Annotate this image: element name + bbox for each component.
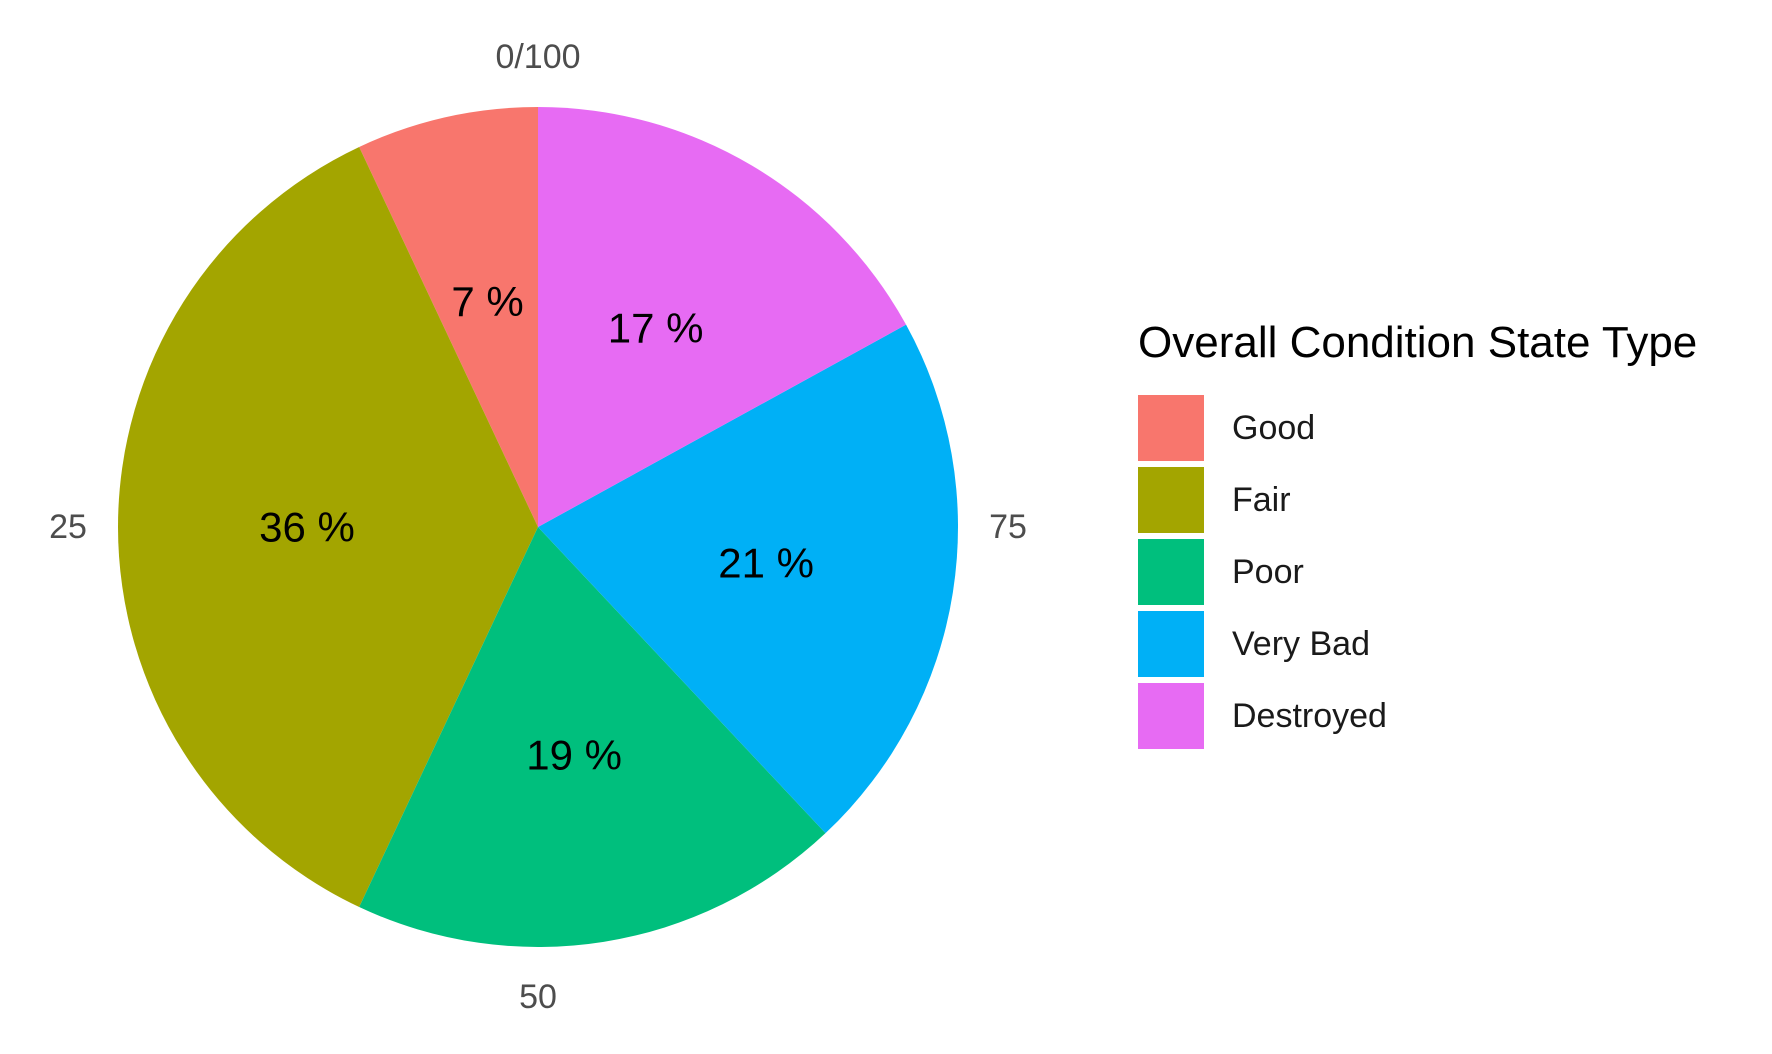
pie-slice-labels: 7 % 36 % 19 % 21 % 17 %	[259, 278, 814, 779]
legend-item-very-bad: Very Bad	[1138, 608, 1697, 680]
theta-tick-75: 75	[989, 508, 1027, 546]
legend: Overall Condition State Type Good Fair Poo…	[1138, 318, 1697, 752]
theta-tick-50: 50	[519, 978, 557, 1016]
pie-slice-poor	[359, 527, 826, 947]
pie-slices	[117, 107, 959, 947]
legend-item-poor: Poor	[1138, 536, 1697, 608]
slice-label-good: 7 %	[451, 278, 523, 325]
legend-label-very-bad: Very Bad	[1232, 624, 1370, 663]
legend-item-good: Good	[1138, 392, 1697, 464]
pie-slice-destroyed	[538, 107, 907, 527]
slice-label-destroyed: 17 %	[608, 305, 704, 352]
legend-label-fair: Fair	[1232, 480, 1291, 519]
legend-label-poor: Poor	[1232, 552, 1304, 591]
pie-slice-fair	[117, 146, 538, 908]
pie-slice-very-bad	[538, 324, 959, 834]
slice-label-very-bad: 21 %	[718, 540, 814, 587]
theta-axis-ticks: 0/100 25 50 75	[49, 38, 1027, 1016]
legend-swatch-poor	[1138, 539, 1204, 605]
legend-swatch-good	[1138, 395, 1204, 461]
legend-label-good: Good	[1232, 408, 1316, 447]
slice-label-poor: 19 %	[526, 732, 622, 779]
slice-label-fair: 36 %	[259, 504, 355, 551]
legend-swatch-destroyed	[1138, 683, 1204, 749]
legend-swatch-fair	[1138, 467, 1204, 533]
pie-slice-good	[359, 107, 538, 527]
legend-label-destroyed: Destroyed	[1232, 696, 1387, 735]
legend-item-destroyed: Destroyed	[1138, 680, 1697, 752]
theta-tick-0: 0/100	[495, 38, 580, 76]
theta-tick-25: 25	[49, 508, 87, 546]
legend-swatch-very-bad	[1138, 611, 1204, 677]
legend-item-fair: Fair	[1138, 464, 1697, 536]
legend-items: Good Fair Poor Very Bad Destroyed	[1138, 392, 1697, 752]
legend-title: Overall Condition State Type	[1138, 318, 1698, 367]
